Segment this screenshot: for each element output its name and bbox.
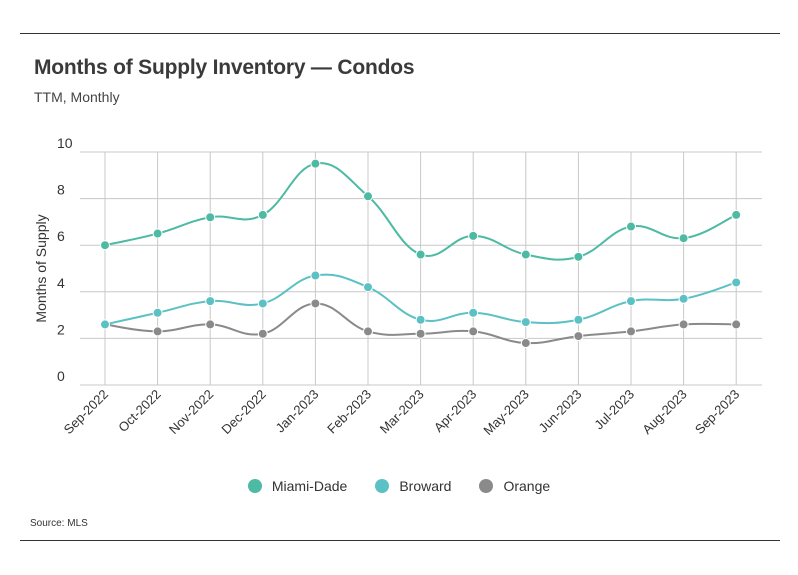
data-point-orange-Dec-2022 <box>257 328 268 339</box>
data-point-broward-May-2023 <box>520 317 531 328</box>
data-point-broward-Oct-2022 <box>152 307 163 318</box>
data-point-orange-Sep-2023 <box>731 319 742 330</box>
y-tick-label-8: 8 <box>57 182 65 198</box>
legend-marker-orange <box>479 479 494 493</box>
data-point-broward-Aug-2023 <box>678 293 689 304</box>
legend-item-miami-dade: Miami-Dade <box>247 478 348 494</box>
data-point-miami-dade-Feb-2023 <box>363 191 373 202</box>
legend-marker-broward <box>375 479 390 493</box>
x-tick-label-Feb-2023: Feb-2023 <box>324 387 374 437</box>
data-point-miami-dade-Jun-2023 <box>573 251 584 262</box>
legend-label-broward: Broward <box>399 478 452 494</box>
chart-title: Months of Supply Inventory — Condos <box>34 56 415 79</box>
legend-item-orange: Orange <box>479 478 550 494</box>
x-tick-label-Sep-2022: Sep-2022 <box>61 387 111 437</box>
x-tick-label-Dec-2022: Dec-2022 <box>218 387 268 437</box>
bottom-rule <box>20 540 780 541</box>
y-axis-label: Months of Supply <box>33 214 49 322</box>
data-point-miami-dade-Jan-2023 <box>310 158 321 169</box>
data-point-miami-dade-Sep-2023 <box>731 209 742 220</box>
data-point-broward-Jan-2023 <box>310 270 321 281</box>
y-tick-label-6: 6 <box>57 228 65 244</box>
data-point-orange-Oct-2022 <box>152 326 163 337</box>
x-tick-label-Aug-2023: Aug-2023 <box>639 387 689 437</box>
chart-legend: Miami-Dade Broward Orange <box>0 478 798 494</box>
x-tick-label-Jun-2023: Jun-2023 <box>536 387 585 436</box>
data-point-miami-dade-May-2023 <box>520 249 531 260</box>
data-point-orange-May-2023 <box>520 338 531 349</box>
data-point-miami-dade-Nov-2022 <box>205 212 216 223</box>
y-tick-label-0: 0 <box>57 368 65 384</box>
chart-subtitle: TTM, Monthly <box>34 89 120 105</box>
top-rule <box>20 33 780 34</box>
legend-label-miami-dade: Miami-Dade <box>271 478 348 494</box>
data-point-miami-dade-Aug-2023 <box>678 233 689 244</box>
data-point-miami-dade-Sep-2022 <box>100 240 110 251</box>
legend-item-broward: Broward <box>375 478 451 494</box>
x-tick-label-Oct-2022: Oct-2022 <box>115 387 163 435</box>
data-point-orange-Mar-2023 <box>415 328 426 339</box>
data-point-orange-Jul-2023 <box>626 326 636 337</box>
y-tick-label-4: 4 <box>57 275 65 291</box>
x-tick-label-Jan-2023: Jan-2023 <box>273 387 322 436</box>
x-tick-label-May-2023: May-2023 <box>480 387 531 438</box>
legend-marker-miami-dade <box>247 479 262 493</box>
data-point-miami-dade-Jul-2023 <box>626 221 636 232</box>
data-point-broward-Dec-2022 <box>257 298 268 309</box>
y-tick-label-2: 2 <box>57 321 65 337</box>
source-note: Source: MLS <box>30 518 88 529</box>
data-point-orange-Aug-2023 <box>678 319 689 330</box>
data-point-broward-Apr-2023 <box>468 307 479 318</box>
data-point-orange-Jun-2023 <box>573 331 584 342</box>
x-tick-label-Apr-2023: Apr-2023 <box>431 387 479 435</box>
data-point-orange-Jan-2023 <box>310 298 321 309</box>
data-point-broward-Feb-2023 <box>363 282 373 293</box>
data-point-broward-Mar-2023 <box>415 314 426 325</box>
data-point-orange-Nov-2022 <box>205 319 216 330</box>
data-point-broward-Jun-2023 <box>573 314 584 325</box>
data-point-miami-dade-Apr-2023 <box>468 230 479 241</box>
data-point-broward-Sep-2023 <box>731 277 742 288</box>
data-point-miami-dade-Oct-2022 <box>152 228 163 239</box>
data-point-broward-Nov-2022 <box>205 296 216 307</box>
data-point-broward-Jul-2023 <box>626 296 636 307</box>
data-point-orange-Apr-2023 <box>468 326 479 337</box>
x-tick-label-Jul-2023: Jul-2023 <box>591 387 637 433</box>
data-point-orange-Feb-2023 <box>363 326 373 337</box>
x-tick-label-Sep-2023: Sep-2023 <box>692 387 742 437</box>
data-point-miami-dade-Mar-2023 <box>415 249 426 260</box>
x-tick-label-Nov-2022: Nov-2022 <box>166 387 216 437</box>
data-point-broward-Sep-2022 <box>100 319 110 330</box>
y-tick-label-10: 10 <box>57 135 73 151</box>
x-tick-label-Mar-2023: Mar-2023 <box>377 387 427 437</box>
legend-label-orange: Orange <box>503 478 551 494</box>
data-point-miami-dade-Dec-2022 <box>257 209 268 220</box>
